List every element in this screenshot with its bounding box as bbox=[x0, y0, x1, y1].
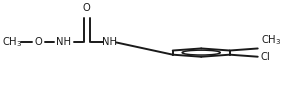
Text: $\mathregular{CH_3}$: $\mathregular{CH_3}$ bbox=[2, 36, 23, 49]
Text: O: O bbox=[34, 37, 42, 47]
Text: O: O bbox=[83, 3, 91, 13]
Text: Cl: Cl bbox=[260, 52, 270, 62]
Text: $\mathregular{CH_3}$: $\mathregular{CH_3}$ bbox=[261, 34, 282, 47]
Text: NH: NH bbox=[102, 37, 117, 47]
Text: NH: NH bbox=[56, 37, 72, 47]
